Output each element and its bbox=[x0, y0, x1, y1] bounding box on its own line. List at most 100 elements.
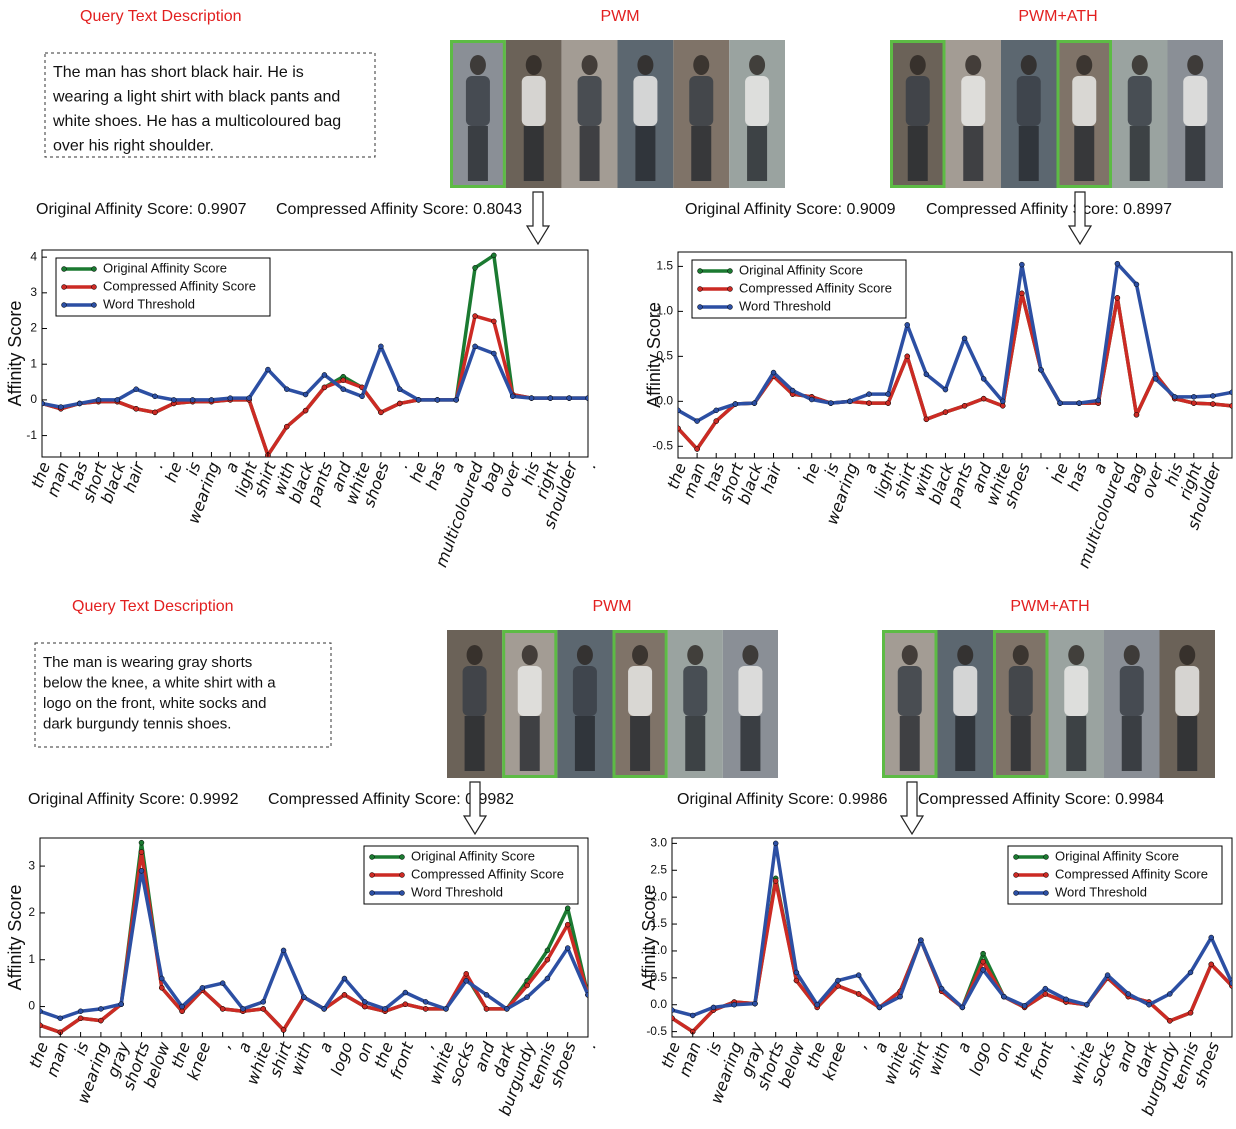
point bbox=[1077, 401, 1082, 406]
point bbox=[565, 946, 570, 951]
person-legs bbox=[524, 126, 544, 181]
legend-dot bbox=[370, 873, 375, 878]
point bbox=[1019, 262, 1024, 267]
person-body bbox=[522, 76, 546, 126]
point bbox=[98, 1006, 103, 1011]
point bbox=[676, 408, 681, 413]
point bbox=[473, 314, 478, 319]
point bbox=[362, 999, 367, 1004]
legend-dot bbox=[698, 269, 703, 274]
person-head bbox=[749, 55, 765, 75]
point bbox=[284, 424, 289, 429]
point bbox=[1191, 401, 1196, 406]
point bbox=[771, 370, 776, 375]
person-body bbox=[1072, 76, 1096, 126]
person-head bbox=[742, 645, 758, 665]
point bbox=[828, 401, 833, 406]
person-head bbox=[582, 55, 598, 75]
point bbox=[714, 408, 719, 413]
y-tick-label: 0 bbox=[30, 392, 37, 406]
legend-dot bbox=[728, 287, 733, 292]
point bbox=[905, 322, 910, 327]
point bbox=[1115, 295, 1120, 300]
x-tick-label: , bbox=[851, 1039, 871, 1050]
point bbox=[454, 397, 459, 402]
person-body bbox=[745, 76, 769, 126]
legend-dot bbox=[92, 267, 97, 272]
person-head bbox=[1021, 55, 1037, 75]
point bbox=[924, 372, 929, 377]
point bbox=[548, 396, 553, 401]
y-tick-label: 3 bbox=[28, 858, 35, 872]
point bbox=[1188, 1010, 1193, 1015]
point bbox=[586, 992, 591, 997]
legend-label: Word Threshold bbox=[411, 884, 503, 899]
person-legs bbox=[1074, 126, 1094, 181]
point bbox=[322, 372, 327, 377]
y-axis-title: Affinity Score bbox=[5, 301, 25, 407]
point bbox=[473, 344, 478, 349]
point bbox=[303, 408, 308, 413]
point bbox=[690, 1013, 695, 1018]
point bbox=[695, 447, 700, 452]
point bbox=[545, 957, 550, 962]
person-head bbox=[470, 55, 486, 75]
person-body bbox=[898, 666, 922, 716]
person-head bbox=[522, 645, 538, 665]
person-legs bbox=[1122, 716, 1142, 771]
person-legs bbox=[1185, 126, 1205, 181]
query-line: logo on the front, white socks and bbox=[43, 695, 266, 712]
legend-dot bbox=[1044, 873, 1049, 878]
point bbox=[491, 319, 496, 324]
legend-dot bbox=[728, 269, 733, 274]
y-axis-title: Affinity Score bbox=[5, 885, 25, 991]
compressed-score: Compressed Affinity Score: 0.9984 bbox=[918, 791, 1164, 808]
point bbox=[1134, 412, 1139, 417]
point bbox=[261, 1006, 266, 1011]
person-body bbox=[463, 666, 487, 716]
legend-dot bbox=[698, 287, 703, 292]
query-line: below the knee, a white shirt with a bbox=[43, 674, 276, 691]
person-body bbox=[1009, 666, 1033, 716]
point bbox=[815, 1002, 820, 1007]
point bbox=[567, 396, 572, 401]
x-tick-label: , bbox=[418, 1039, 438, 1050]
y-tick-label: 1.0 bbox=[656, 304, 673, 318]
point bbox=[905, 354, 910, 359]
point bbox=[322, 385, 327, 390]
point bbox=[1188, 970, 1193, 975]
legend-dot bbox=[370, 891, 375, 896]
point bbox=[58, 1016, 63, 1021]
point bbox=[1043, 986, 1048, 991]
point bbox=[190, 397, 195, 402]
point bbox=[464, 971, 469, 976]
person-legs bbox=[1011, 716, 1031, 771]
point bbox=[360, 394, 365, 399]
person-head bbox=[1179, 645, 1195, 665]
person-legs bbox=[1177, 716, 1197, 771]
person-legs bbox=[908, 126, 928, 181]
point bbox=[1019, 291, 1024, 296]
method-title: PWM bbox=[600, 8, 639, 25]
person-head bbox=[1124, 645, 1140, 665]
person-body bbox=[961, 76, 985, 126]
query-line: The man has short black hair. He is bbox=[53, 64, 304, 81]
point bbox=[301, 995, 306, 1000]
legend-dot bbox=[62, 285, 67, 290]
legend-label: Original Affinity Score bbox=[739, 262, 863, 277]
point bbox=[732, 1002, 737, 1007]
method-title: PWM bbox=[592, 598, 631, 615]
legend-dot bbox=[1014, 891, 1019, 896]
point bbox=[809, 397, 814, 402]
person-body bbox=[1120, 666, 1144, 716]
person-head bbox=[467, 645, 483, 665]
point bbox=[1172, 394, 1177, 399]
y-tick-label: 0.0 bbox=[656, 393, 673, 407]
point bbox=[545, 948, 550, 953]
point bbox=[152, 394, 157, 399]
person-legs bbox=[900, 716, 920, 771]
point bbox=[504, 1006, 509, 1011]
point bbox=[1134, 282, 1139, 287]
point bbox=[284, 387, 289, 392]
point bbox=[981, 951, 986, 956]
